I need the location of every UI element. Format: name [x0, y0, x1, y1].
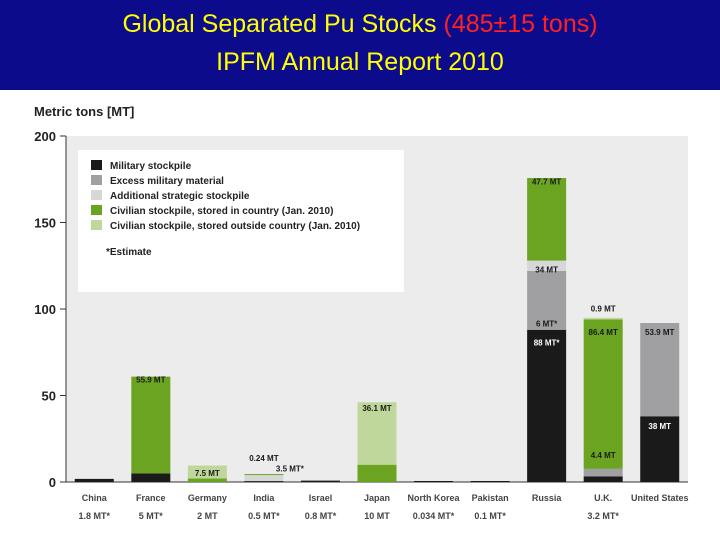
title-banner: Global Separated Pu Stocks (485±15 tons)… — [0, 0, 720, 90]
bar-segment — [357, 464, 397, 482]
x-category-sublabel: 0.034 MT* — [413, 511, 455, 521]
legend-entry: Civilian stockpile, stored in country (J… — [110, 206, 333, 217]
data-label: 47.7 MT — [532, 177, 561, 186]
bar-segment — [244, 481, 284, 482]
bar-segment — [300, 480, 340, 482]
x-category-label: Japan — [364, 493, 390, 503]
legend-entry: Excess military material — [110, 176, 224, 187]
y-tick-label: 0 — [49, 475, 56, 490]
x-category-sublabel: 2 MT — [197, 511, 218, 521]
chart-svg: Metric tons [MT] 0 50 100 150 200 China 1.8 MT*… — [34, 104, 689, 521]
legend-swatch — [91, 205, 102, 215]
data-label: 36.1 MT — [362, 404, 391, 413]
bar-segment — [357, 402, 397, 465]
x-category-sublabel: 1.8 MT* — [79, 511, 111, 521]
bar-segment — [470, 481, 510, 482]
bar-segment — [187, 478, 227, 482]
data-label: 0.24 MT — [249, 454, 278, 463]
legend-swatch — [91, 220, 102, 230]
data-label: 3.5 MT* — [276, 465, 305, 474]
bar-segment — [640, 323, 680, 417]
legend-note: *Estimate — [106, 247, 152, 258]
data-label: 88 MT* — [534, 338, 561, 347]
x-category-label: Pakistan — [472, 493, 509, 503]
x-category-label: India — [253, 493, 275, 503]
x-category-label: North Korea — [408, 493, 461, 503]
x-category-label: U.K. — [594, 493, 612, 503]
legend-entry: Additional strategic stockpile — [110, 191, 250, 202]
bar-segment — [527, 329, 567, 482]
bar-segment — [583, 468, 623, 477]
title-main-text: Global Separated Pu Stocks — [122, 10, 444, 38]
x-category-sublabel: 10 MT — [364, 511, 390, 521]
legend-swatch — [91, 160, 102, 170]
x-category-label: Israel — [309, 493, 333, 503]
bar-segment — [74, 478, 114, 482]
legend-entry: Civilian stockpile, stored outside count… — [110, 221, 360, 232]
bar-segment — [131, 376, 171, 474]
bar-segment — [527, 270, 567, 330]
legend-swatch — [91, 190, 102, 200]
bar-segment — [583, 319, 623, 469]
data-label: 53.9 MT — [645, 328, 674, 337]
x-category-sublabel: 0.1 MT* — [474, 511, 506, 521]
bar-segment — [583, 317, 623, 320]
title-line-2: IPFM Annual Report 2010 — [216, 48, 504, 76]
x-category-label: China — [82, 493, 108, 503]
data-label: 7.5 MT — [195, 469, 220, 478]
x-category-label: France — [136, 493, 166, 503]
data-label: 38 MT — [648, 422, 671, 431]
bar-segment — [131, 473, 171, 482]
y-tick-label: 50 — [42, 389, 56, 404]
data-label: 4.4 MT — [591, 451, 616, 460]
data-label: 6 MT* — [536, 319, 558, 328]
data-label: 86.4 MT — [589, 328, 618, 337]
x-category-sublabel: 0.5 MT* — [248, 511, 280, 521]
data-label: 55.9 MT — [136, 376, 165, 385]
bar-segment — [640, 416, 680, 482]
bar-segment — [187, 465, 227, 479]
title-line-1: Global Separated Pu Stocks (485±15 tons) — [0, 10, 720, 39]
bar-segment — [527, 178, 567, 261]
legend-swatch — [91, 175, 102, 185]
x-category-sublabel: 3.2 MT* — [587, 511, 619, 521]
y-tick-label: 150 — [34, 216, 56, 231]
bar-segment — [527, 260, 567, 271]
legend-box — [78, 150, 404, 292]
x-category-sublabel: 5 MT* — [139, 511, 164, 521]
y-tick-label: 200 — [34, 129, 56, 144]
legend-entry: Military stockpile — [110, 161, 192, 172]
y-tick-label: 100 — [34, 302, 56, 317]
x-category-sublabel: 0.8 MT* — [305, 511, 337, 521]
y-axis-label: Metric tons [MT] — [34, 104, 134, 119]
data-label: 34 MT — [535, 266, 558, 275]
x-category-label: United States — [631, 493, 689, 503]
bar-segment — [244, 474, 284, 476]
bar-segment — [244, 475, 284, 482]
bar-segment — [583, 476, 623, 482]
x-category-label: Russia — [532, 493, 563, 503]
bar-segment — [414, 481, 454, 482]
title-total-text: (485±15 tons) — [443, 10, 598, 38]
x-category-label: Germany — [188, 493, 227, 503]
data-label: 0.9 MT — [591, 305, 616, 314]
